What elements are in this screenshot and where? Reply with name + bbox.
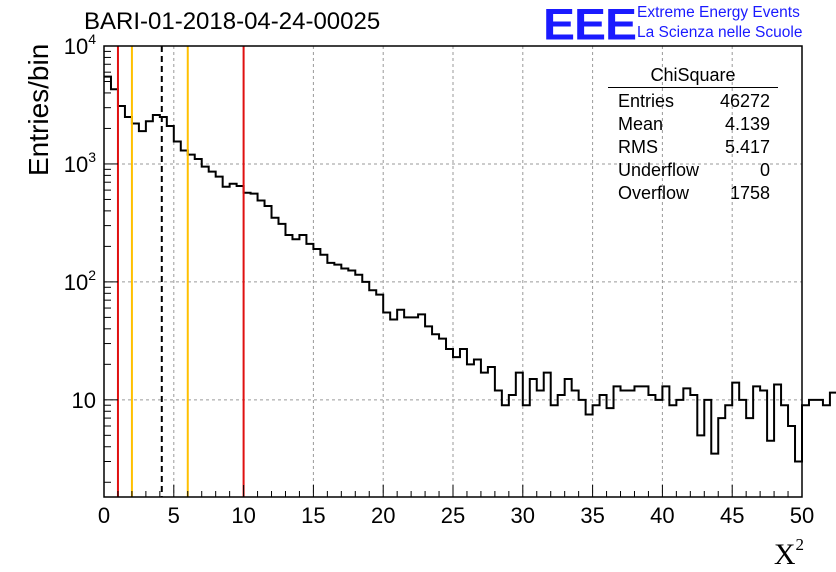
logo-line-2: La Scienza nelle Scuole xyxy=(637,24,803,41)
stats-row: RMS 5.417 xyxy=(608,136,778,159)
eee-logo: EEE xyxy=(543,0,637,50)
stats-value: 5.417 xyxy=(724,137,770,157)
x-tick-label: 25 xyxy=(441,503,465,528)
y-tick-label: 104 xyxy=(64,31,96,59)
stats-value: 46272 xyxy=(719,91,770,111)
histogram-series xyxy=(104,75,836,463)
y-tick-label: 103 xyxy=(64,149,96,177)
y-axis-label: Entries/bin xyxy=(23,43,54,176)
x-tick-label: 35 xyxy=(580,503,604,528)
logo-line-1: Extreme Energy Events xyxy=(637,4,800,21)
y-tick-label: 10 xyxy=(72,388,96,413)
x-tick-label: 40 xyxy=(650,503,674,528)
stats-label: RMS xyxy=(618,137,658,157)
stats-row: Overflow 1758 xyxy=(608,182,778,205)
stats-row: Mean 4.139 xyxy=(608,113,778,136)
stats-row: Entries 46272 xyxy=(608,90,778,113)
stats-label: Entries xyxy=(618,91,675,111)
x-tick-label: 10 xyxy=(231,503,255,528)
plot-title: BARI-01-2018-04-24-00025 xyxy=(84,8,381,35)
stats-label: Underflow xyxy=(618,160,700,180)
x-axis-label: X2 xyxy=(774,535,804,572)
y-tick-label: 102 xyxy=(64,267,96,295)
stats-value: 4.139 xyxy=(724,114,770,134)
x-tick-label: 0 xyxy=(98,503,110,528)
x-tick-label: 45 xyxy=(720,503,744,528)
x-tick-label: 15 xyxy=(301,503,325,528)
x-tick-label: 20 xyxy=(371,503,395,528)
stats-box: ChiSquare Entries 46272 Mean 4.139 RMS 5.41… xyxy=(608,65,778,205)
stats-label: Overflow xyxy=(618,183,690,203)
x-axis-label-exponent: 2 xyxy=(795,535,805,554)
x-tick-label: 50 xyxy=(790,503,814,528)
stats-value: 0 xyxy=(759,160,770,180)
x-tick-label: 5 xyxy=(168,503,180,528)
stats-row: Underflow 0 xyxy=(608,159,778,182)
stats-value: 1758 xyxy=(729,183,770,203)
stats-label: Mean xyxy=(618,114,664,134)
x-axis-label-base: X xyxy=(773,538,796,571)
stats-title: ChiSquare xyxy=(608,65,778,88)
x-tick-label: 30 xyxy=(511,503,535,528)
